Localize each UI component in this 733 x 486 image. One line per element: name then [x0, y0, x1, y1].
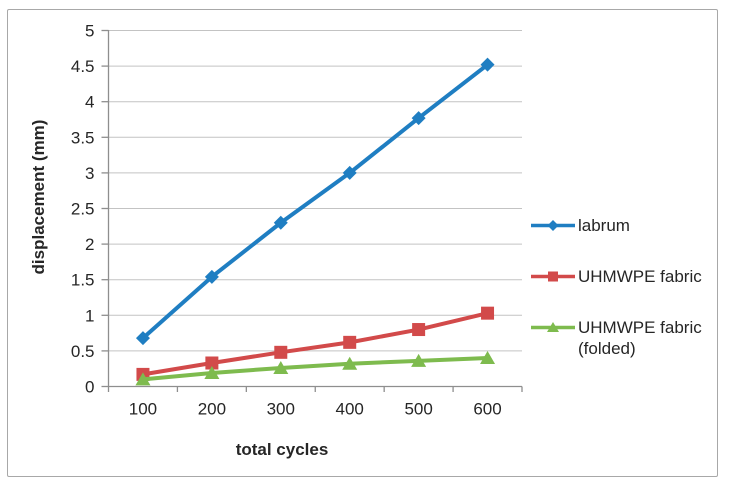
x-tick-label: 300: [267, 400, 295, 419]
legend-item: UHMWPE fabric (folded): [530, 317, 728, 359]
x-tick-label: 500: [404, 400, 432, 419]
diamond-marker: [342, 165, 357, 180]
triangle-marker: [273, 360, 289, 374]
series-triangle: [135, 351, 496, 386]
square-marker: [548, 271, 558, 282]
diamond-marker: [480, 57, 495, 72]
triangle-marker: [480, 351, 496, 365]
triangle-marker: [411, 353, 427, 367]
triangle-marker: [135, 372, 151, 386]
square-marker: [412, 323, 426, 337]
y-tick-label: 5: [85, 22, 94, 41]
legend-item: UHMWPE fabric: [530, 266, 702, 287]
series-line: [140, 62, 490, 341]
diamond-marker: [204, 269, 219, 284]
series-diamond: [135, 57, 495, 346]
triangle-marker: [547, 322, 559, 332]
diamond-marker: [135, 331, 150, 346]
series-line: [140, 311, 490, 377]
y-tick-label: 0: [85, 378, 94, 397]
triangle-marker: [204, 365, 220, 379]
chart-frame: [7, 9, 718, 477]
y-tick-label: 0.5: [71, 342, 95, 361]
x-tick-label: 200: [198, 400, 226, 419]
square-marker: [343, 335, 357, 349]
y-tick-label: 4: [85, 93, 94, 112]
square-marker: [481, 306, 495, 320]
x-tick-label: 400: [336, 400, 364, 419]
y-tick-label: 2.5: [71, 200, 95, 219]
y-tick-label: 3.5: [71, 128, 95, 147]
legend-square-swatch: [531, 271, 575, 282]
square-marker: [274, 345, 288, 359]
series-line: [140, 356, 490, 382]
x-tick-label: 600: [473, 400, 501, 419]
legend-label: labrum: [578, 216, 630, 235]
y-tick-label: 3: [85, 164, 94, 183]
triangle-marker: [342, 356, 358, 370]
legend-triangle-swatch: [531, 322, 575, 332]
legend-item: labrum: [530, 215, 630, 236]
square-marker: [205, 356, 219, 370]
diamond-marker: [547, 220, 559, 231]
y-axis-title: displacement (mm): [29, 119, 48, 275]
legend-label: UHMWPE fabric (folded): [578, 318, 702, 358]
y-tick-label: 1.5: [71, 271, 95, 290]
diamond-marker: [273, 215, 288, 230]
x-axis-title: total cycles: [235, 440, 329, 459]
y-tick-label: 2: [85, 235, 94, 254]
series-square: [136, 306, 495, 381]
y-tick-label: 4.5: [71, 57, 95, 76]
x-tick-label: 100: [129, 400, 157, 419]
y-tick-label: 1: [85, 306, 94, 325]
diamond-marker: [411, 111, 426, 126]
legend-diamond-swatch: [531, 220, 575, 231]
legend-label: UHMWPE fabric: [578, 267, 702, 286]
